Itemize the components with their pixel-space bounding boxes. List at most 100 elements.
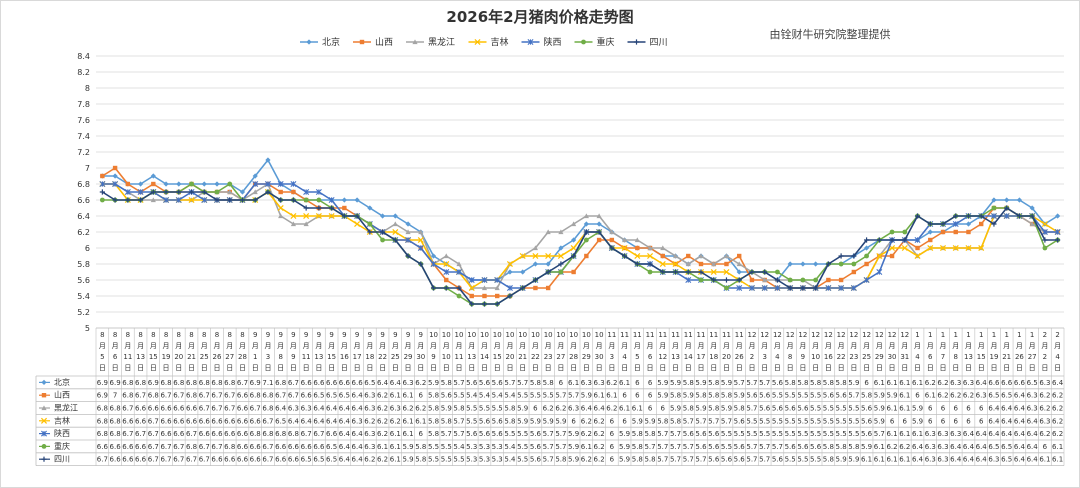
data-point: [405, 237, 412, 243]
data-point: [412, 39, 418, 45]
table-cell: 5.7: [504, 379, 515, 387]
y-tick-label: 5: [85, 324, 90, 333]
table-cell: 6.2: [377, 405, 388, 413]
table-cell: 6.1: [1052, 456, 1063, 464]
data-point: [188, 196, 195, 204]
data-point: [379, 229, 386, 235]
data-point: [990, 213, 997, 219]
data-point: [609, 237, 615, 243]
table-cell: 5.6: [861, 405, 873, 413]
y-tick-label: 7.2: [77, 148, 90, 157]
table-cell: 5.6: [479, 430, 491, 438]
table-cell: 5.5: [772, 430, 783, 438]
table-cell: 5.7: [683, 456, 694, 464]
x-tick-label: 10 月 30 日: [595, 331, 604, 372]
table-cell: 5.6: [746, 392, 758, 400]
data-point: [850, 285, 857, 291]
data-point: [188, 189, 195, 195]
table-cell: 6: [610, 417, 615, 425]
table-cell: 6.6: [135, 417, 147, 425]
table-cell: 5.9: [619, 456, 630, 464]
table-cell: 5.9: [657, 379, 668, 387]
data-point: [800, 261, 806, 267]
table-cell: 6.3: [594, 379, 605, 387]
data-point: [545, 285, 551, 291]
table-cell: 6.6: [237, 456, 249, 464]
x-tick-label: 12 月 31 日: [900, 331, 909, 372]
data-point: [736, 261, 742, 267]
data-point: [417, 236, 424, 244]
legend-item: 吉林: [491, 36, 509, 48]
table-cell: 6.6: [199, 417, 211, 425]
x-tick-label: 9 月 13 日: [314, 331, 323, 372]
table-cell: 6.3: [925, 430, 936, 438]
data-point: [175, 197, 182, 203]
table-cell: 6.6: [224, 456, 236, 464]
data-point: [596, 237, 602, 243]
data-point: [685, 269, 691, 275]
table-cell: 5.3: [492, 443, 503, 451]
data-point: [252, 189, 258, 195]
table-cell: 6.7: [211, 405, 222, 413]
table-cell: 5.4: [492, 392, 504, 400]
data-point: [506, 285, 513, 291]
data-point: [762, 269, 768, 275]
table-cell: 5.8: [734, 405, 745, 413]
table-cell: 6.2: [594, 430, 605, 438]
table-cell: 6: [979, 417, 984, 425]
table-cell: 6.3: [988, 456, 999, 464]
table-cell: 5.5: [836, 405, 847, 413]
data-point: [901, 244, 908, 252]
table-cell: 6.1: [402, 430, 413, 438]
table-row-label: 重庆: [54, 441, 70, 451]
table-cell: 7.1: [262, 379, 273, 387]
table-cell: 6.7: [186, 456, 197, 464]
table-cell: 6.7: [262, 456, 273, 464]
table-cell: 6.8: [97, 430, 108, 438]
data-point: [864, 261, 869, 267]
table-cell: 6.1: [568, 379, 579, 387]
data-point: [150, 189, 156, 195]
data-point: [736, 285, 743, 291]
data-point: [532, 261, 539, 267]
table-cell: 6.6: [288, 456, 300, 464]
data-point: [474, 38, 481, 46]
data-point: [711, 277, 717, 283]
table-cell: 5.3: [466, 443, 477, 451]
table-cell: 6.4: [1027, 443, 1039, 451]
table-cell: 6.2: [886, 443, 897, 451]
table-cell: 5.9: [568, 430, 579, 438]
table-cell: 5.5: [734, 430, 745, 438]
table-cell: 6.7: [173, 443, 184, 451]
table-cell: 5.6: [810, 443, 822, 451]
table-cell: 5.7: [657, 430, 668, 438]
data-point: [176, 181, 182, 187]
table-cell: 5.5: [517, 430, 528, 438]
table-cell: 5.9: [848, 379, 859, 387]
table-cell: 5.7: [644, 443, 655, 451]
table-cell: 6.6: [326, 430, 338, 438]
table-cell: 6.7: [148, 456, 159, 464]
table-cell: 6.5: [1001, 443, 1012, 451]
table-cell: 5.8: [683, 405, 694, 413]
table-cell: 5.8: [415, 443, 426, 451]
table-cell: 6.4: [352, 430, 364, 438]
table-cell: 5.8: [823, 443, 834, 451]
series-lines: [99, 157, 1061, 307]
data-point: [635, 245, 640, 251]
data-point: [456, 269, 462, 275]
table-cell: 6.1: [861, 456, 872, 464]
series-line: [101, 191, 1058, 305]
data-point: [227, 181, 233, 187]
data-point: [698, 261, 704, 267]
data-point: [838, 277, 844, 283]
data-point: [354, 220, 361, 228]
table-cell: 5.6: [772, 379, 784, 387]
table-cell: 5.6: [734, 443, 746, 451]
table-cell: 6: [915, 392, 920, 400]
table-cell: 5.6: [797, 405, 809, 413]
table-cell: 5.5: [785, 456, 796, 464]
table-cell: 6.9: [97, 392, 108, 400]
